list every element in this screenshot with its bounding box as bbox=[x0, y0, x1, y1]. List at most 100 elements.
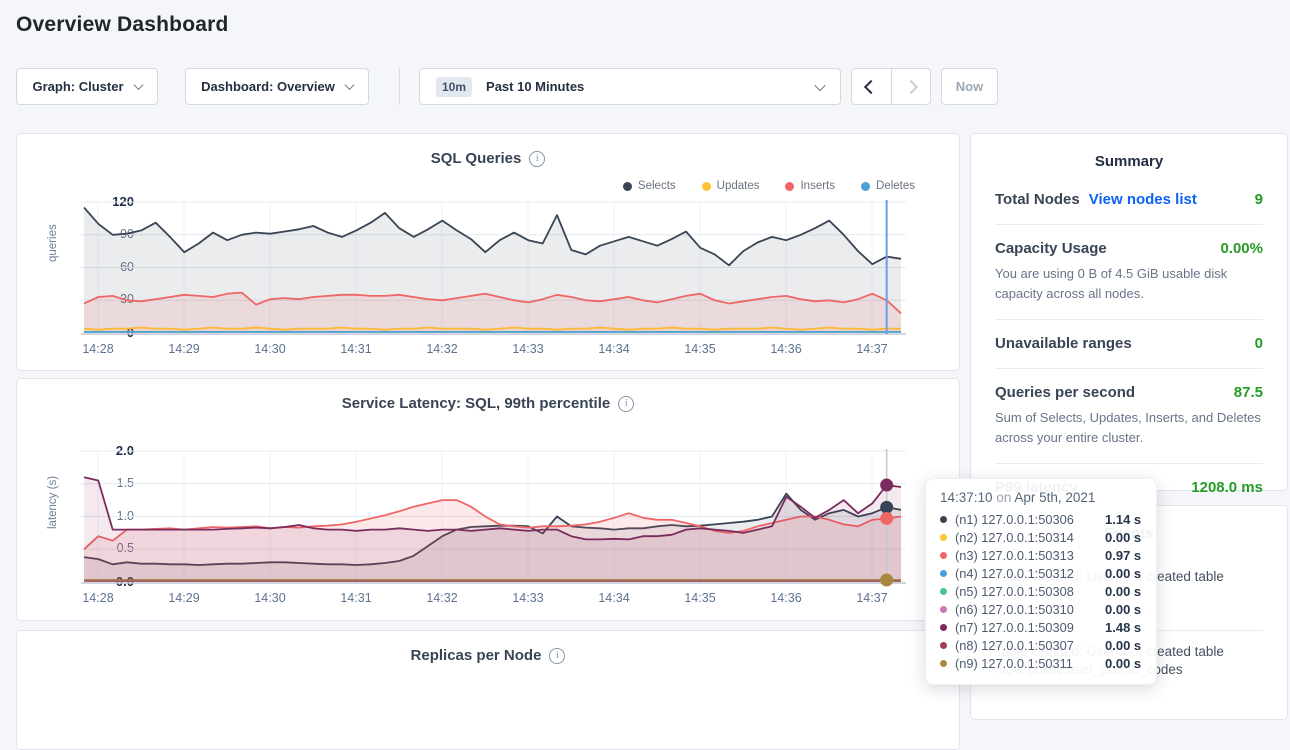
info-icon[interactable]: i bbox=[529, 150, 546, 167]
summary-row-head: Queries per second 87.5 bbox=[995, 384, 1263, 401]
x-tick-label: 14:35 bbox=[684, 342, 716, 356]
node-color-dot-icon bbox=[940, 605, 947, 613]
x-tick-label: 14:34 bbox=[598, 342, 630, 356]
x-tick-label: 14:33 bbox=[512, 591, 544, 605]
x-tick-label: 14:32 bbox=[426, 342, 458, 356]
legend-item-inserts: Inserts bbox=[785, 180, 835, 192]
summary-row: Capacity Usage 0.00% You are using 0 B of … bbox=[995, 224, 1263, 319]
x-tick-label: 14:29 bbox=[168, 342, 200, 356]
legend-item-deletes: Deletes bbox=[861, 180, 915, 192]
y-axis-label: latency (s) bbox=[47, 475, 59, 529]
x-tick-label: 14:37 bbox=[856, 591, 888, 605]
series-area-selects bbox=[84, 207, 901, 333]
view-nodes-list-link[interactable]: View nodes list bbox=[1088, 191, 1197, 208]
x-tick-label: 14:33 bbox=[512, 342, 544, 356]
chart-title: SQL Queries bbox=[430, 150, 522, 167]
time-forward-button[interactable] bbox=[890, 69, 930, 104]
chevron-down-icon bbox=[133, 80, 143, 91]
chevron-down-icon bbox=[344, 80, 355, 91]
y-tick-label: 1.0 bbox=[116, 508, 134, 523]
chevron-right-icon bbox=[903, 79, 919, 94]
chart-title: Replicas per Node bbox=[410, 647, 542, 664]
legend-dot-icon bbox=[861, 181, 870, 191]
summary-title: Summary bbox=[1094, 153, 1164, 170]
tooltip-row: (n3) 127.0.0.1:50313 0.97 s bbox=[940, 546, 1142, 564]
now-button[interactable]: Now bbox=[941, 68, 998, 105]
graph-dropdown-label: Graph: Cluster bbox=[32, 79, 124, 94]
tooltip-node-label: (n4) 127.0.0.1:50312 bbox=[955, 565, 1074, 581]
x-tick-label: 14:31 bbox=[340, 342, 372, 356]
series-line--n7-127-0-0-1-50309 bbox=[83, 476, 902, 541]
node-color-dot-icon bbox=[940, 569, 947, 577]
chart-title: Service Latency: SQL, 99th percentile bbox=[341, 395, 611, 412]
chart-canvas bbox=[81, 449, 906, 587]
x-tick-label: 14:30 bbox=[254, 591, 286, 605]
graph-dropdown[interactable]: Graph: Cluster bbox=[16, 68, 158, 105]
summary-row-value: 0 bbox=[1254, 335, 1263, 352]
series-line-inserts bbox=[83, 291, 902, 314]
crosshair-dot-n9 bbox=[880, 573, 894, 587]
summary-row: Queries per second 87.5 Sum of Selects, Up… bbox=[995, 368, 1263, 463]
tooltip-node-label: (n9) 127.0.0.1:50311 bbox=[955, 655, 1073, 671]
series-area-inserts bbox=[84, 292, 901, 333]
now-button-label: Now bbox=[955, 79, 984, 94]
time-range-badge: 10m bbox=[436, 76, 473, 97]
tooltip-row: (n7) 127.0.0.1:50309 1.48 s bbox=[940, 618, 1142, 636]
tooltip-node-value: 0.97 s bbox=[1105, 547, 1142, 563]
dashboard-dropdown-label: Dashboard: Overview bbox=[201, 79, 335, 94]
y-tick-label: 30 bbox=[84, 292, 134, 306]
x-tick-label: 14:31 bbox=[340, 591, 372, 605]
service-latency-chart-panel: Service Latency: SQL, 99th percentile i … bbox=[16, 378, 960, 621]
tooltip-row: (n4) 127.0.0.1:50312 0.00 s bbox=[940, 564, 1142, 582]
node-color-dot-icon bbox=[940, 515, 947, 523]
y-tick-label: 1.5 bbox=[116, 475, 134, 490]
x-tick-label: 14:36 bbox=[770, 591, 802, 605]
tooltip-node-label: (n7) 127.0.0.1:50309 bbox=[955, 619, 1074, 635]
tooltip-row: (n8) 127.0.0.1:50307 0.00 s bbox=[940, 636, 1142, 654]
crosshair-dot-n7 bbox=[880, 478, 894, 492]
node-color-dot-icon bbox=[940, 587, 947, 595]
summary-row-head: Capacity Usage 0.00% bbox=[995, 240, 1263, 257]
tooltip-node-label: (n3) 127.0.0.1:50313 bbox=[955, 547, 1074, 563]
tooltip-node-label: (n2) 127.0.0.1:50314 bbox=[955, 529, 1074, 545]
sql-queries-plot[interactable]: 030609012014:2814:2914:3014:3114:3214:33… bbox=[81, 194, 906, 356]
info-icon[interactable]: i bbox=[618, 395, 635, 412]
x-tick-label: 14:37 bbox=[856, 342, 888, 356]
tooltip-node-value: 0.00 s bbox=[1105, 601, 1142, 617]
info-icon[interactable]: i bbox=[549, 647, 566, 664]
summary-row-label: Capacity Usage bbox=[995, 240, 1107, 257]
chart-legend: Selects Updates Inserts Deletes bbox=[622, 180, 915, 192]
summary-row-label: Total Nodes bbox=[995, 191, 1080, 208]
time-range-label: Past 10 Minutes bbox=[486, 79, 585, 94]
service-latency-plot[interactable]: 0.00.51.01.52.014:2814:2914:3014:3114:32… bbox=[81, 443, 906, 605]
summary-row-head: Total Nodes View nodes list 9 bbox=[995, 191, 1263, 208]
replicas-per-node-chart-panel: Replicas per Node i bbox=[16, 630, 960, 750]
legend-item-selects: Selects bbox=[622, 180, 676, 192]
summary-row-value: 87.5 bbox=[1233, 384, 1263, 401]
y-tick-label: 60 bbox=[84, 260, 134, 274]
series-area--n1-127-0-0-1-50306 bbox=[84, 493, 901, 582]
series-area--n3-127-0-0-1-50313 bbox=[84, 500, 901, 582]
series-line--n3-127-0-0-1-50313 bbox=[83, 499, 902, 550]
node-color-dot-icon bbox=[940, 533, 947, 541]
node-color-dot-icon bbox=[940, 641, 947, 649]
tooltip-node-value: 0.00 s bbox=[1105, 637, 1142, 653]
x-tick-label: 14:28 bbox=[82, 591, 114, 605]
time-nav-arrows bbox=[851, 68, 931, 105]
x-tick-label: 14:35 bbox=[684, 591, 716, 605]
time-back-button[interactable] bbox=[852, 69, 891, 104]
summary-row-label: Queries per second bbox=[995, 384, 1136, 401]
tooltip-node-value: 0.00 s bbox=[1105, 583, 1142, 599]
controls-divider bbox=[399, 68, 400, 105]
tooltip-node-label: (n1) 127.0.0.1:50306 bbox=[955, 511, 1074, 527]
y-tick-label: 0.5 bbox=[84, 541, 134, 555]
dashboard-dropdown[interactable]: Dashboard: Overview bbox=[185, 68, 369, 105]
tooltip-row: (n1) 127.0.0.1:50306 1.14 s bbox=[940, 510, 1142, 528]
chevron-left-icon bbox=[864, 79, 879, 94]
summary-row-description: You are using 0 B of 4.5 GiB usable disk… bbox=[995, 266, 1228, 301]
time-range-picker[interactable]: 10m Past 10 Minutes bbox=[419, 68, 841, 105]
legend-dot-icon bbox=[785, 181, 795, 191]
legend-label: Selects bbox=[637, 180, 676, 192]
tooltip-node-label: (n8) 127.0.0.1:50307 bbox=[955, 637, 1074, 653]
x-tick-label: 14:32 bbox=[426, 591, 458, 605]
